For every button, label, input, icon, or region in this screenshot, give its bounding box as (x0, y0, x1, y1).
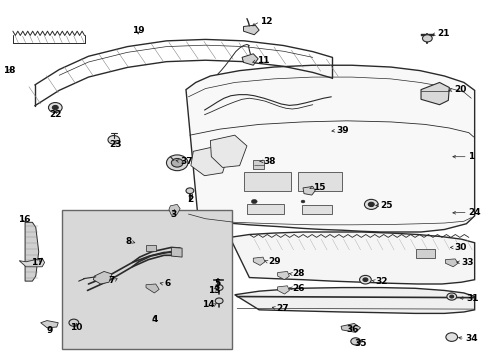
Circle shape (446, 293, 456, 300)
Polygon shape (445, 259, 457, 267)
Text: 24: 24 (467, 208, 480, 217)
Text: 32: 32 (374, 276, 387, 285)
Circle shape (171, 158, 183, 167)
Polygon shape (420, 82, 448, 105)
Circle shape (364, 199, 377, 210)
Text: 37: 37 (180, 157, 192, 166)
Text: 15: 15 (312, 183, 325, 192)
Polygon shape (420, 34, 433, 36)
Bar (246, 204, 283, 214)
Text: 31: 31 (466, 294, 478, 303)
Bar (415, 249, 434, 258)
Text: 22: 22 (49, 110, 61, 119)
Polygon shape (93, 271, 112, 284)
Bar (244, 172, 290, 191)
Text: 14: 14 (201, 300, 214, 309)
Polygon shape (210, 135, 246, 167)
Polygon shape (168, 204, 180, 215)
Circle shape (48, 103, 62, 113)
Circle shape (52, 105, 58, 110)
Text: 33: 33 (461, 258, 473, 267)
Circle shape (69, 319, 79, 326)
Polygon shape (277, 286, 289, 294)
Text: 23: 23 (109, 140, 122, 149)
Text: 8: 8 (125, 237, 131, 246)
Circle shape (251, 199, 257, 204)
Text: 7: 7 (108, 276, 114, 285)
Text: 13: 13 (207, 286, 220, 295)
Polygon shape (242, 54, 258, 65)
Polygon shape (41, 320, 58, 328)
Polygon shape (253, 257, 264, 265)
Polygon shape (212, 279, 222, 280)
Circle shape (449, 295, 453, 298)
Polygon shape (243, 25, 259, 35)
Text: 5: 5 (214, 279, 221, 288)
Bar (61, 211, 232, 348)
Bar (298, 172, 341, 191)
Text: 28: 28 (292, 269, 304, 278)
Bar (302, 205, 331, 214)
Text: 4: 4 (151, 315, 157, 324)
Text: 20: 20 (453, 85, 466, 94)
Polygon shape (303, 186, 315, 195)
Text: 17: 17 (31, 258, 43, 267)
Text: 1: 1 (467, 152, 473, 161)
Polygon shape (277, 271, 289, 280)
Polygon shape (25, 222, 39, 281)
Polygon shape (229, 232, 474, 284)
Text: 3: 3 (170, 210, 177, 219)
Text: 18: 18 (3, 66, 16, 75)
Text: 38: 38 (263, 157, 275, 166)
Circle shape (445, 333, 457, 341)
Text: 12: 12 (260, 17, 272, 26)
Text: 25: 25 (379, 201, 392, 210)
Text: 36: 36 (346, 325, 358, 334)
Text: 10: 10 (70, 323, 82, 332)
Circle shape (185, 188, 193, 194)
Text: 9: 9 (46, 326, 53, 335)
Circle shape (215, 298, 223, 304)
Circle shape (350, 338, 360, 345)
Text: 39: 39 (335, 126, 348, 135)
Polygon shape (234, 288, 474, 314)
Polygon shape (171, 247, 182, 257)
Circle shape (166, 155, 187, 171)
Circle shape (422, 35, 431, 42)
Text: 21: 21 (436, 29, 448, 38)
Text: 35: 35 (354, 339, 366, 348)
Text: 29: 29 (267, 257, 280, 266)
Circle shape (362, 278, 367, 282)
Bar (146, 244, 156, 251)
Circle shape (108, 135, 120, 144)
Text: 34: 34 (464, 334, 477, 343)
Polygon shape (19, 258, 44, 267)
Polygon shape (185, 65, 474, 232)
Text: 26: 26 (292, 284, 304, 293)
Text: 11: 11 (256, 57, 268, 66)
Polygon shape (146, 284, 159, 293)
Text: 19: 19 (132, 26, 144, 35)
Circle shape (359, 275, 370, 284)
Text: 30: 30 (453, 243, 466, 252)
Text: 16: 16 (18, 215, 30, 224)
Text: 27: 27 (276, 304, 288, 313)
Polygon shape (340, 323, 360, 332)
Text: 2: 2 (187, 195, 194, 204)
Bar (253, 159, 264, 168)
Polygon shape (190, 147, 227, 176)
Circle shape (301, 200, 305, 203)
Circle shape (215, 285, 223, 291)
Text: 6: 6 (163, 279, 170, 288)
Circle shape (367, 202, 373, 207)
